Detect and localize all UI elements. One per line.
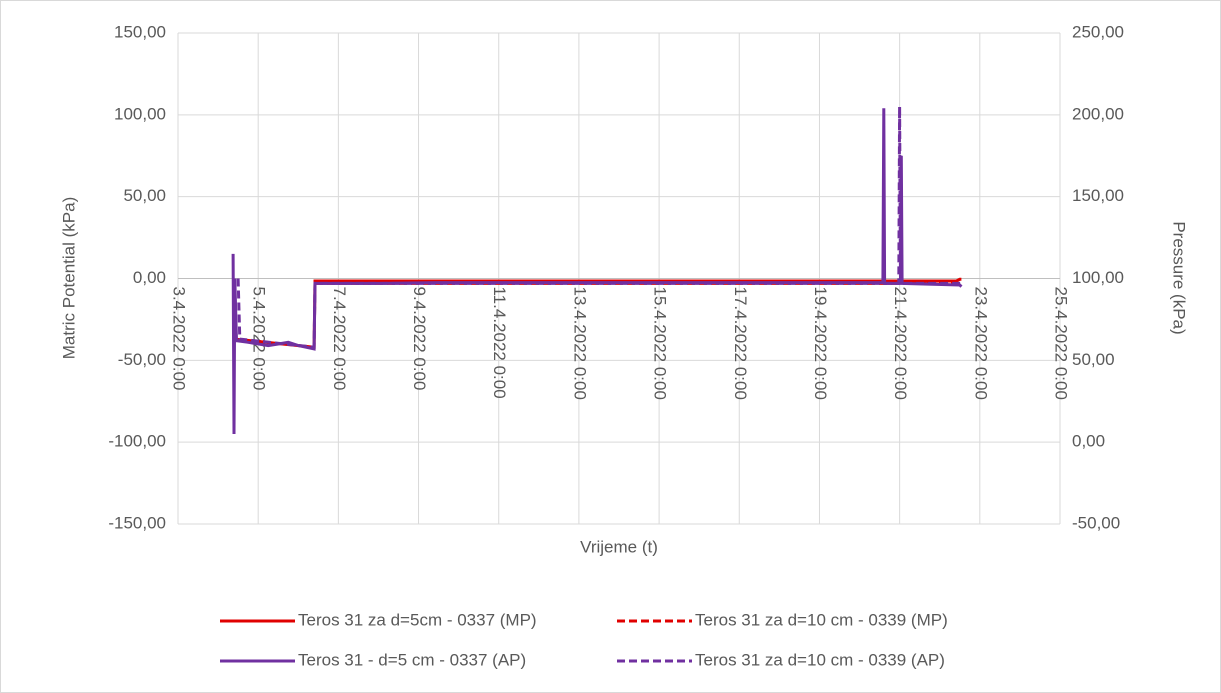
y2-tick-label: 200,00 xyxy=(1072,104,1124,123)
x-tick-label: 13.4.2022 0:00 xyxy=(570,287,589,400)
x-tick-label: 9.4.2022 0:00 xyxy=(410,287,429,391)
series-line xyxy=(236,106,962,349)
y2-tick-label: 100,00 xyxy=(1072,268,1124,287)
y2-tick-label: 50,00 xyxy=(1072,350,1115,369)
y-tick-label: 0,00 xyxy=(133,268,166,287)
y2-tick-label: 0,00 xyxy=(1072,432,1105,451)
legend-label: Teros 31 - d=5 cm - 0337 (AP) xyxy=(298,650,526,669)
y2-tick-label: 150,00 xyxy=(1072,186,1124,205)
y2-tick-label: -50,00 xyxy=(1072,513,1120,532)
x-tick-label: 23.4.2022 0:00 xyxy=(971,287,990,400)
x-tick-label: 25.4.2022 0:00 xyxy=(1052,287,1071,400)
x-tick-label: 5.4.2022 0:00 xyxy=(250,287,269,391)
y-tick-label: 100,00 xyxy=(114,104,166,123)
x-tick-label: 3.4.2022 0:00 xyxy=(170,287,189,391)
y2-axis-label: Pressure (kPa) xyxy=(1170,221,1189,334)
legend-label: Teros 31 za d=10 cm - 0339 (AP) xyxy=(695,650,945,669)
legend-label: Teros 31 za d=10 cm - 0339 (MP) xyxy=(695,610,948,629)
y-tick-label: -100,00 xyxy=(108,432,166,451)
x-tick-label: 11.4.2022 0:00 xyxy=(490,287,509,399)
x-axis-label: Vrijeme (t) xyxy=(580,537,658,556)
y-axis-label: Matric Potential (kPa) xyxy=(59,197,78,360)
y-tick-label: -150,00 xyxy=(108,513,166,532)
x-tick-label: 19.4.2022 0:00 xyxy=(811,287,830,400)
legend-label: Teros 31 za d=5cm - 0337 (MP) xyxy=(298,610,537,629)
y2-tick-label: 250,00 xyxy=(1072,22,1124,41)
y-tick-label: 50,00 xyxy=(123,186,166,205)
y-tick-label: -50,00 xyxy=(118,350,166,369)
x-tick-label: 7.4.2022 0:00 xyxy=(330,287,349,391)
y-tick-label: 150,00 xyxy=(114,22,166,41)
x-tick-label: 21.4.2022 0:00 xyxy=(891,287,910,400)
x-tick-label: 17.4.2022 0:00 xyxy=(731,287,750,400)
x-tick-label: 15.4.2022 0:00 xyxy=(651,287,670,400)
